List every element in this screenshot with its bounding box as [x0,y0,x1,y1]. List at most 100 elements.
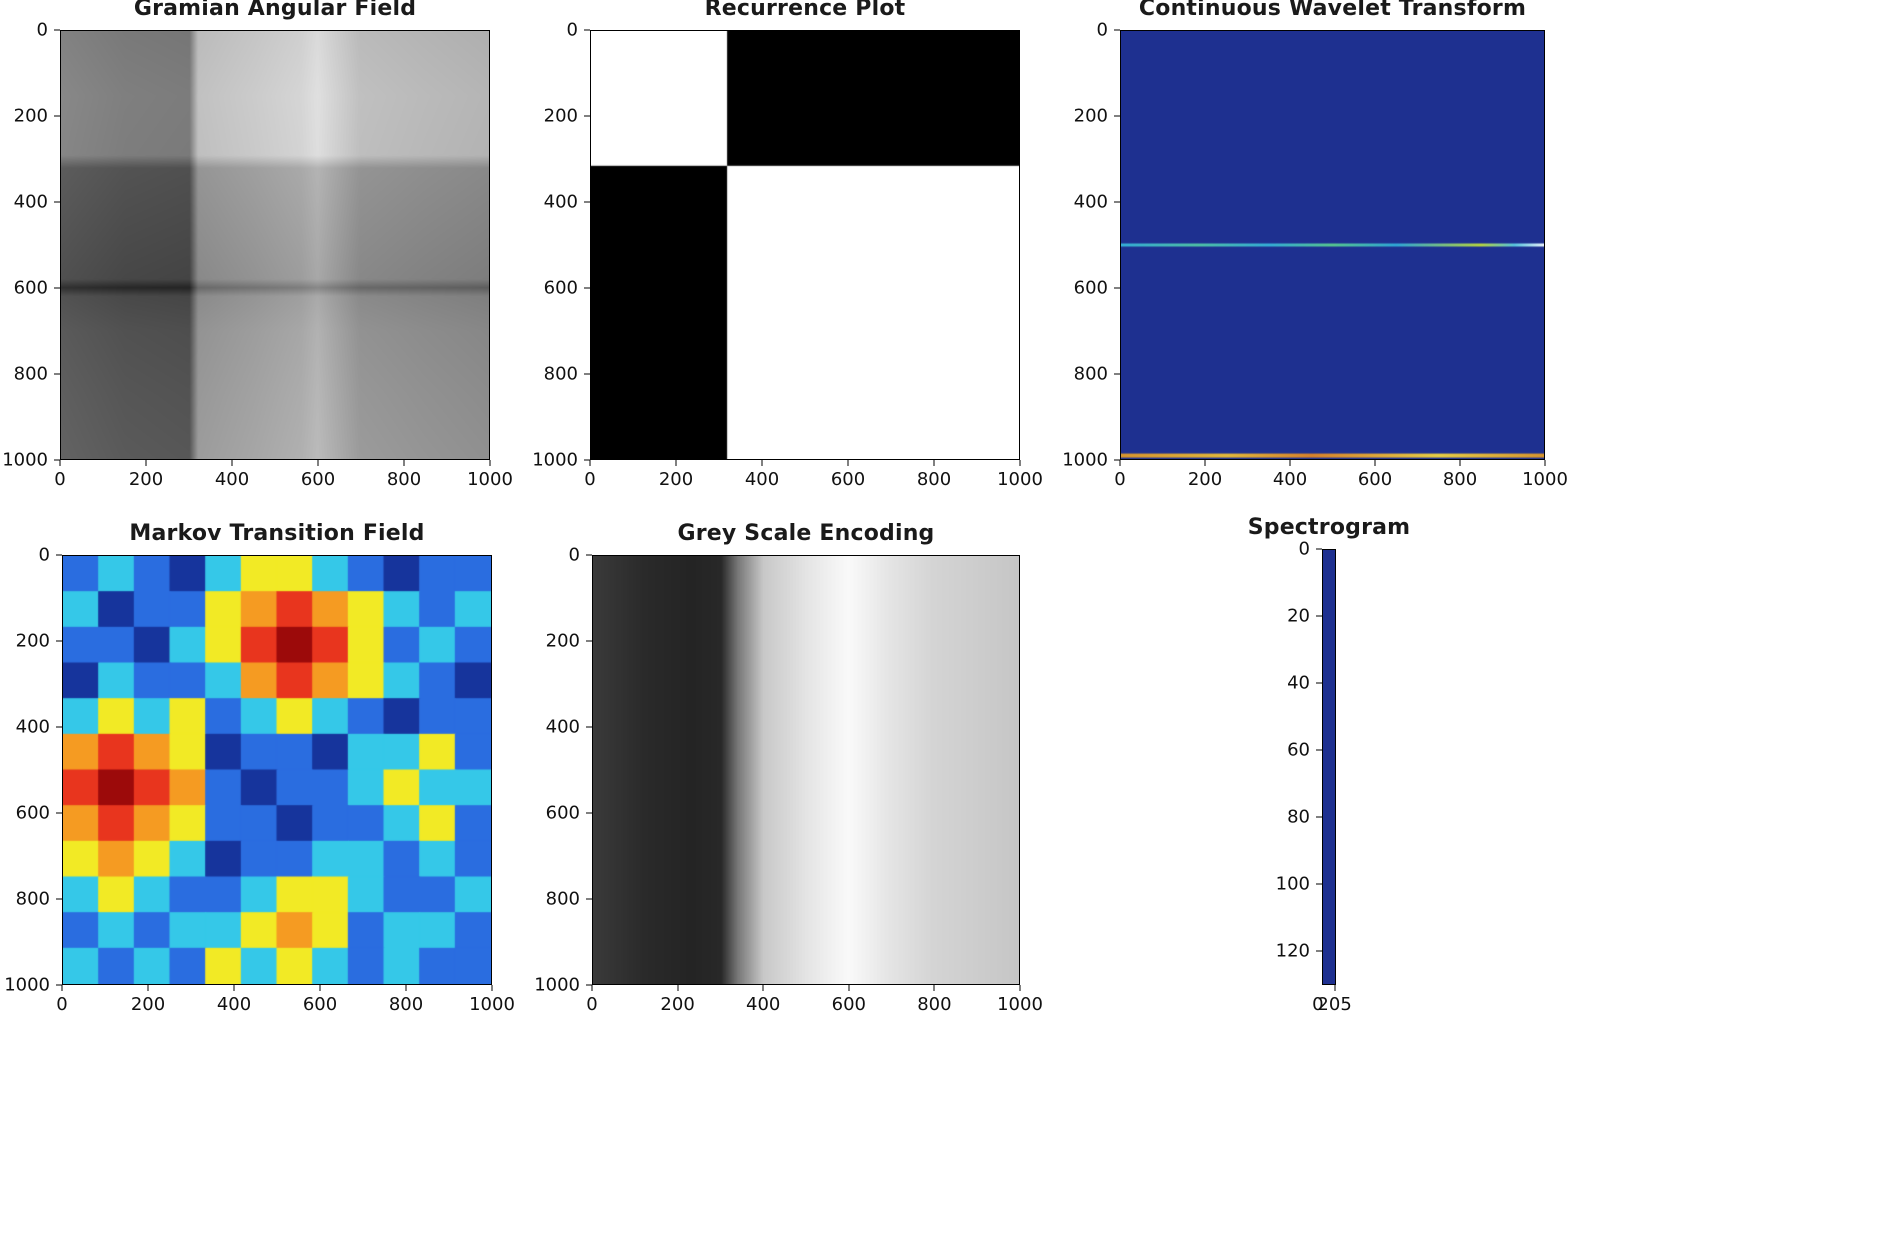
y-tick-label: 1000 [534,974,580,996]
y-tick-label: 800 [1073,363,1108,385]
x-tick-mark [405,985,407,991]
x-tick-mark [761,460,763,466]
x-tick-mark [145,460,147,466]
x-tick-label: 600 [1357,469,1393,490]
chart-title: Grey Scale Encoding [677,521,935,546]
y-tick-label: 600 [13,277,48,299]
y-tick-label: 0 [36,19,48,41]
y-tick-mark [1316,816,1322,818]
y-tick-label: 800 [543,363,578,385]
x-tick-mark [762,985,764,991]
y-tick-mark [54,287,60,289]
y-tick-mark [584,201,590,203]
x-tick-label: 205 [1317,994,1352,1015]
y-tick-label: 40 [1287,672,1310,694]
subplot-spectrogram: Spectrogram 0 205 0 20 40 60 80 100 120 [1248,515,1410,1015]
x-tick-mark [1289,460,1291,466]
x-tick-mark [1019,985,1021,991]
y-tick-label: 120 [1275,940,1310,962]
y-axis-ticks: 0 200 400 600 800 1000 [1048,20,1120,471]
y-tick-label: 100 [1275,873,1310,895]
x-tick-mark [1544,460,1546,466]
x-tick-label: 0 [54,469,66,490]
y-tick-label: 60 [1287,739,1310,761]
chart-title: Continuous Wavelet Transform [1138,0,1527,21]
y-tick-mark [1114,115,1120,117]
x-tick-label: 600 [830,469,866,490]
spectrogram-strip-canvas [1323,550,1335,984]
mtf-heatmap-canvas [63,556,491,984]
x-tick-label: 0 [1312,994,1324,1015]
y-tick-label: 200 [545,630,580,652]
plot-area [1322,549,1336,985]
y-tick-mark [54,115,60,117]
y-tick-mark [56,726,62,728]
x-tick-mark [847,460,849,466]
y-tick-mark [584,373,590,375]
x-tick-label: 800 [1442,469,1478,490]
y-tick-label: 0 [1298,538,1310,560]
y-tick-mark [1114,373,1120,375]
subplot-gramian-angular-field: Gramian Angular Field 0 200 400 600 800 1000 … [2,0,513,490]
x-tick-label: 400 [1272,469,1308,490]
x-axis-ticks: 0 200 400 600 800 1000 [584,460,1043,502]
x-tick-label: 1000 [997,994,1043,1015]
x-tick-label: 600 [302,994,338,1015]
x-tick-label: 200 [658,469,694,490]
y-tick-label: 600 [543,277,578,299]
y-tick-mark [1114,201,1120,203]
y-tick-mark [1114,29,1120,31]
x-tick-mark [491,985,493,991]
plot-area [592,555,1020,985]
y-tick-label: 1000 [2,449,48,471]
y-tick-mark [54,459,60,461]
x-tick-mark [147,985,149,991]
x-tick-mark [319,985,321,991]
x-tick-mark [591,985,593,991]
x-tick-mark [1459,460,1461,466]
y-tick-mark [584,459,590,461]
x-tick-label: 800 [917,994,952,1015]
y-tick-mark [56,898,62,900]
x-tick-mark [59,460,61,466]
x-tick-label: 200 [128,469,164,490]
y-tick-label: 600 [15,802,50,824]
x-tick-mark [233,985,235,991]
chart-title: Spectrogram [1247,515,1411,540]
y-tick-mark [54,373,60,375]
x-axis-ticks: 0 205 [1312,985,1352,1027]
x-tick-mark [1334,985,1336,991]
y-tick-mark [586,898,592,900]
y-tick-mark [586,812,592,814]
x-axis-ticks: 0 200 400 600 800 1000 [54,460,513,502]
x-tick-mark [231,460,233,466]
y-tick-label: 200 [1073,105,1108,127]
y-tick-label: 0 [566,19,578,41]
x-tick-label: 200 [1187,469,1223,490]
x-tick-label: 200 [130,994,166,1015]
y-tick-mark [54,201,60,203]
y-tick-label: 800 [13,363,48,385]
x-tick-label: 200 [660,994,695,1015]
y-tick-label: 400 [1073,191,1108,213]
x-tick-mark [1204,460,1206,466]
x-axis-ticks: 0 200 400 600 800 1000 [56,985,515,1027]
chart-title: Gramian Angular Field [133,0,417,21]
y-tick-mark [586,984,592,986]
y-tick-mark [584,115,590,117]
y-tick-label: 600 [545,802,580,824]
x-tick-label: 0 [56,994,68,1015]
x-tick-mark [589,460,591,466]
x-tick-mark [317,460,319,466]
y-tick-label: 200 [15,630,50,652]
y-tick-label: 1000 [4,974,50,996]
y-tick-mark [56,984,62,986]
y-axis-ticks: 0 200 400 600 800 1000 [518,20,590,471]
y-tick-mark [56,554,62,556]
y-tick-mark [56,812,62,814]
y-tick-label: 400 [13,191,48,213]
x-tick-label: 800 [386,469,422,490]
y-tick-label: 200 [13,105,48,127]
y-tick-mark [1316,749,1322,751]
x-tick-label: 800 [916,469,952,490]
